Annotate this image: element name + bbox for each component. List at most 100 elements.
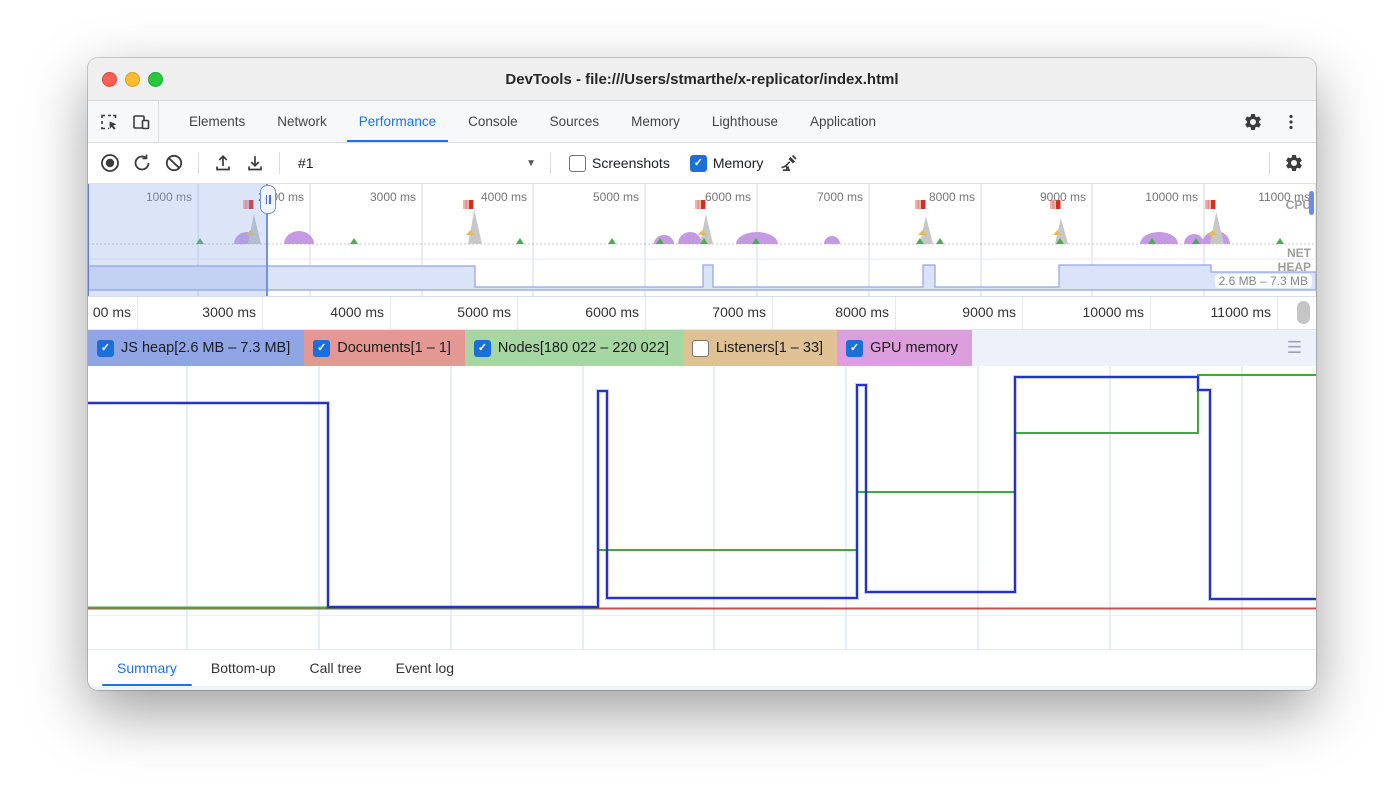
gc-event-dot [916, 238, 924, 244]
counter-checkbox[interactable]: ✓ [846, 339, 864, 357]
ruler-tick [390, 297, 391, 329]
long-task-marker [1050, 200, 1061, 209]
cpu-rendering-speck [698, 230, 707, 235]
capture-settings-gear-icon[interactable] [1278, 147, 1310, 179]
counter-toggle-listeners[interactable]: Listeners[1 – 33] [682, 330, 838, 366]
titlebar: DevTools - file:///Users/stmarthe/x-repl… [88, 58, 1316, 101]
cpu-rendering-speck [246, 230, 255, 235]
overview-tick-label: 7000 ms [816, 190, 863, 204]
more-options-kebab-icon[interactable] [1280, 111, 1302, 133]
screenshots-checkbox-group[interactable]: Screenshots [569, 154, 670, 172]
overview-tick-label: 9000 ms [1039, 190, 1086, 204]
tab-performance[interactable]: Performance [343, 101, 452, 142]
counter-toggle-nodes[interactable]: ✓ Nodes[180 022 – 220 022] [464, 330, 683, 366]
minimize-window-button[interactable] [125, 71, 140, 87]
zoom-window-button[interactable] [148, 71, 163, 87]
counter-label: GPU memory [870, 340, 958, 356]
counter-label: Listeners[1 – 33] [715, 340, 824, 356]
gc-event-dot [196, 238, 204, 244]
ruler-tick-label: 10000 ms [1082, 304, 1144, 320]
history-selected-label: #1 [298, 155, 314, 171]
device-toolbar-icon[interactable] [130, 111, 152, 133]
ruler-tick-label: 4000 ms [330, 304, 384, 320]
timeline-overview[interactable]: CPU NET HEAP 2.6 MB – 7.3 MB 1000 ms 2000 ms 3… [88, 184, 1316, 297]
history-select[interactable]: #1 ▼ [288, 149, 542, 177]
hamburger-menu-icon[interactable]: ☰ [1286, 338, 1302, 357]
screenshots-checkbox[interactable] [569, 154, 586, 172]
details-tab-summary[interactable]: Summary [100, 650, 194, 686]
memory-checkbox-group[interactable]: ✓ Memory [689, 154, 764, 172]
tab-application[interactable]: Application [809, 114, 877, 129]
gc-event-dot [752, 238, 760, 244]
tabbar-right-icons [1242, 101, 1316, 142]
upload-profile-icon[interactable] [207, 147, 239, 179]
ruler-tick-label: 7000 ms [712, 304, 766, 320]
gc-event-dot [1148, 238, 1156, 244]
record-icon[interactable] [94, 147, 126, 179]
settings-gear-icon[interactable] [1242, 111, 1264, 133]
overview-scrollbar-thumb[interactable] [1309, 191, 1314, 215]
gc-event-dot [656, 238, 664, 244]
memory-label: Memory [712, 155, 764, 171]
devtools-window: DevTools - file:///Users/stmarthe/x-repl… [88, 58, 1316, 690]
ruler-tick-label: 5000 ms [457, 304, 511, 320]
gc-event-dot [1192, 238, 1200, 244]
memory-counters-chart[interactable] [88, 366, 1316, 649]
cpu-scripting-blob [824, 236, 840, 244]
counter-checkbox[interactable] [691, 339, 709, 357]
ruler-tick [262, 297, 263, 329]
counter-toggle-gpu-memory[interactable]: ✓ GPU memory [837, 330, 972, 366]
ruler-tick-label: 9000 ms [962, 304, 1016, 320]
tab-console[interactable]: Console [468, 114, 518, 129]
selection-drag-handle[interactable] [260, 185, 276, 214]
ruler-tick-label: 3000 ms [202, 304, 256, 320]
gc-event-dot [350, 238, 358, 244]
counter-label: Documents[1 – 1] [337, 340, 451, 356]
clear-icon[interactable] [158, 147, 190, 179]
ruler-tick [772, 297, 773, 329]
counter-checkbox[interactable]: ✓ [473, 339, 491, 357]
tab-memory[interactable]: Memory [631, 114, 680, 129]
counter-checkbox[interactable]: ✓ [97, 339, 114, 357]
memory-checkbox[interactable]: ✓ [689, 154, 707, 172]
heap-range-label: 2.6 MB – 7.3 MB [1214, 274, 1312, 288]
cpu-scripting-blob [736, 232, 778, 244]
download-profile-icon[interactable] [239, 147, 271, 179]
tab-network[interactable]: Network [277, 114, 327, 129]
overview-selection[interactable] [88, 184, 267, 296]
tab-lighthouse[interactable]: Lighthouse [711, 114, 778, 129]
chevron-down-icon: ▼ [526, 157, 536, 169]
overview-tick-label: 8000 ms [928, 190, 975, 204]
counter-toggle-documents[interactable]: ✓ Documents[1 – 1] [304, 330, 465, 366]
devtools-tabbar: Elements Network Performance Console Sources… [88, 101, 1316, 143]
cpu-scripting-blob [284, 231, 314, 244]
reload-icon[interactable] [126, 147, 158, 179]
legend-filler: ☰ [971, 330, 1316, 366]
overview-tick-label: 5000 ms [592, 190, 639, 204]
ruler-tick [1277, 297, 1278, 329]
counter-checkbox[interactable]: ✓ [313, 339, 331, 357]
long-task-marker [1205, 200, 1216, 209]
close-window-button[interactable] [102, 71, 117, 87]
horizontal-scrollbar-thumb[interactable] [1297, 301, 1310, 324]
lane-label-cpu: CPU [1285, 198, 1311, 212]
ruler-tick [137, 297, 138, 329]
details-tab-call-tree[interactable]: Call tree [309, 660, 362, 676]
cpu-rendering-speck [918, 230, 927, 235]
details-content [88, 686, 1316, 690]
gc-event-dot [1276, 238, 1284, 244]
gc-event-dot [936, 238, 944, 244]
counter-toggle-js-heap[interactable]: ✓ JS heap[2.6 MB – 7.3 MB] [88, 330, 305, 366]
performance-toolbar: #1 ▼ Screenshots ✓ Memory [88, 143, 1316, 184]
collect-garbage-icon[interactable] [773, 147, 805, 179]
long-task-marker [463, 200, 474, 209]
overview-tick-label: 4000 ms [480, 190, 527, 204]
cpu-rendering-speck [466, 230, 475, 235]
details-tab-bottom-up[interactable]: Bottom-up [210, 660, 276, 676]
tab-sources[interactable]: Sources [549, 114, 600, 129]
inspect-icon[interactable] [98, 111, 120, 133]
lane-label-heap: HEAP [1277, 260, 1311, 274]
tab-elements[interactable]: Elements [189, 114, 246, 129]
gc-event-dot [516, 238, 524, 244]
details-tab-event-log[interactable]: Event log [395, 660, 455, 676]
